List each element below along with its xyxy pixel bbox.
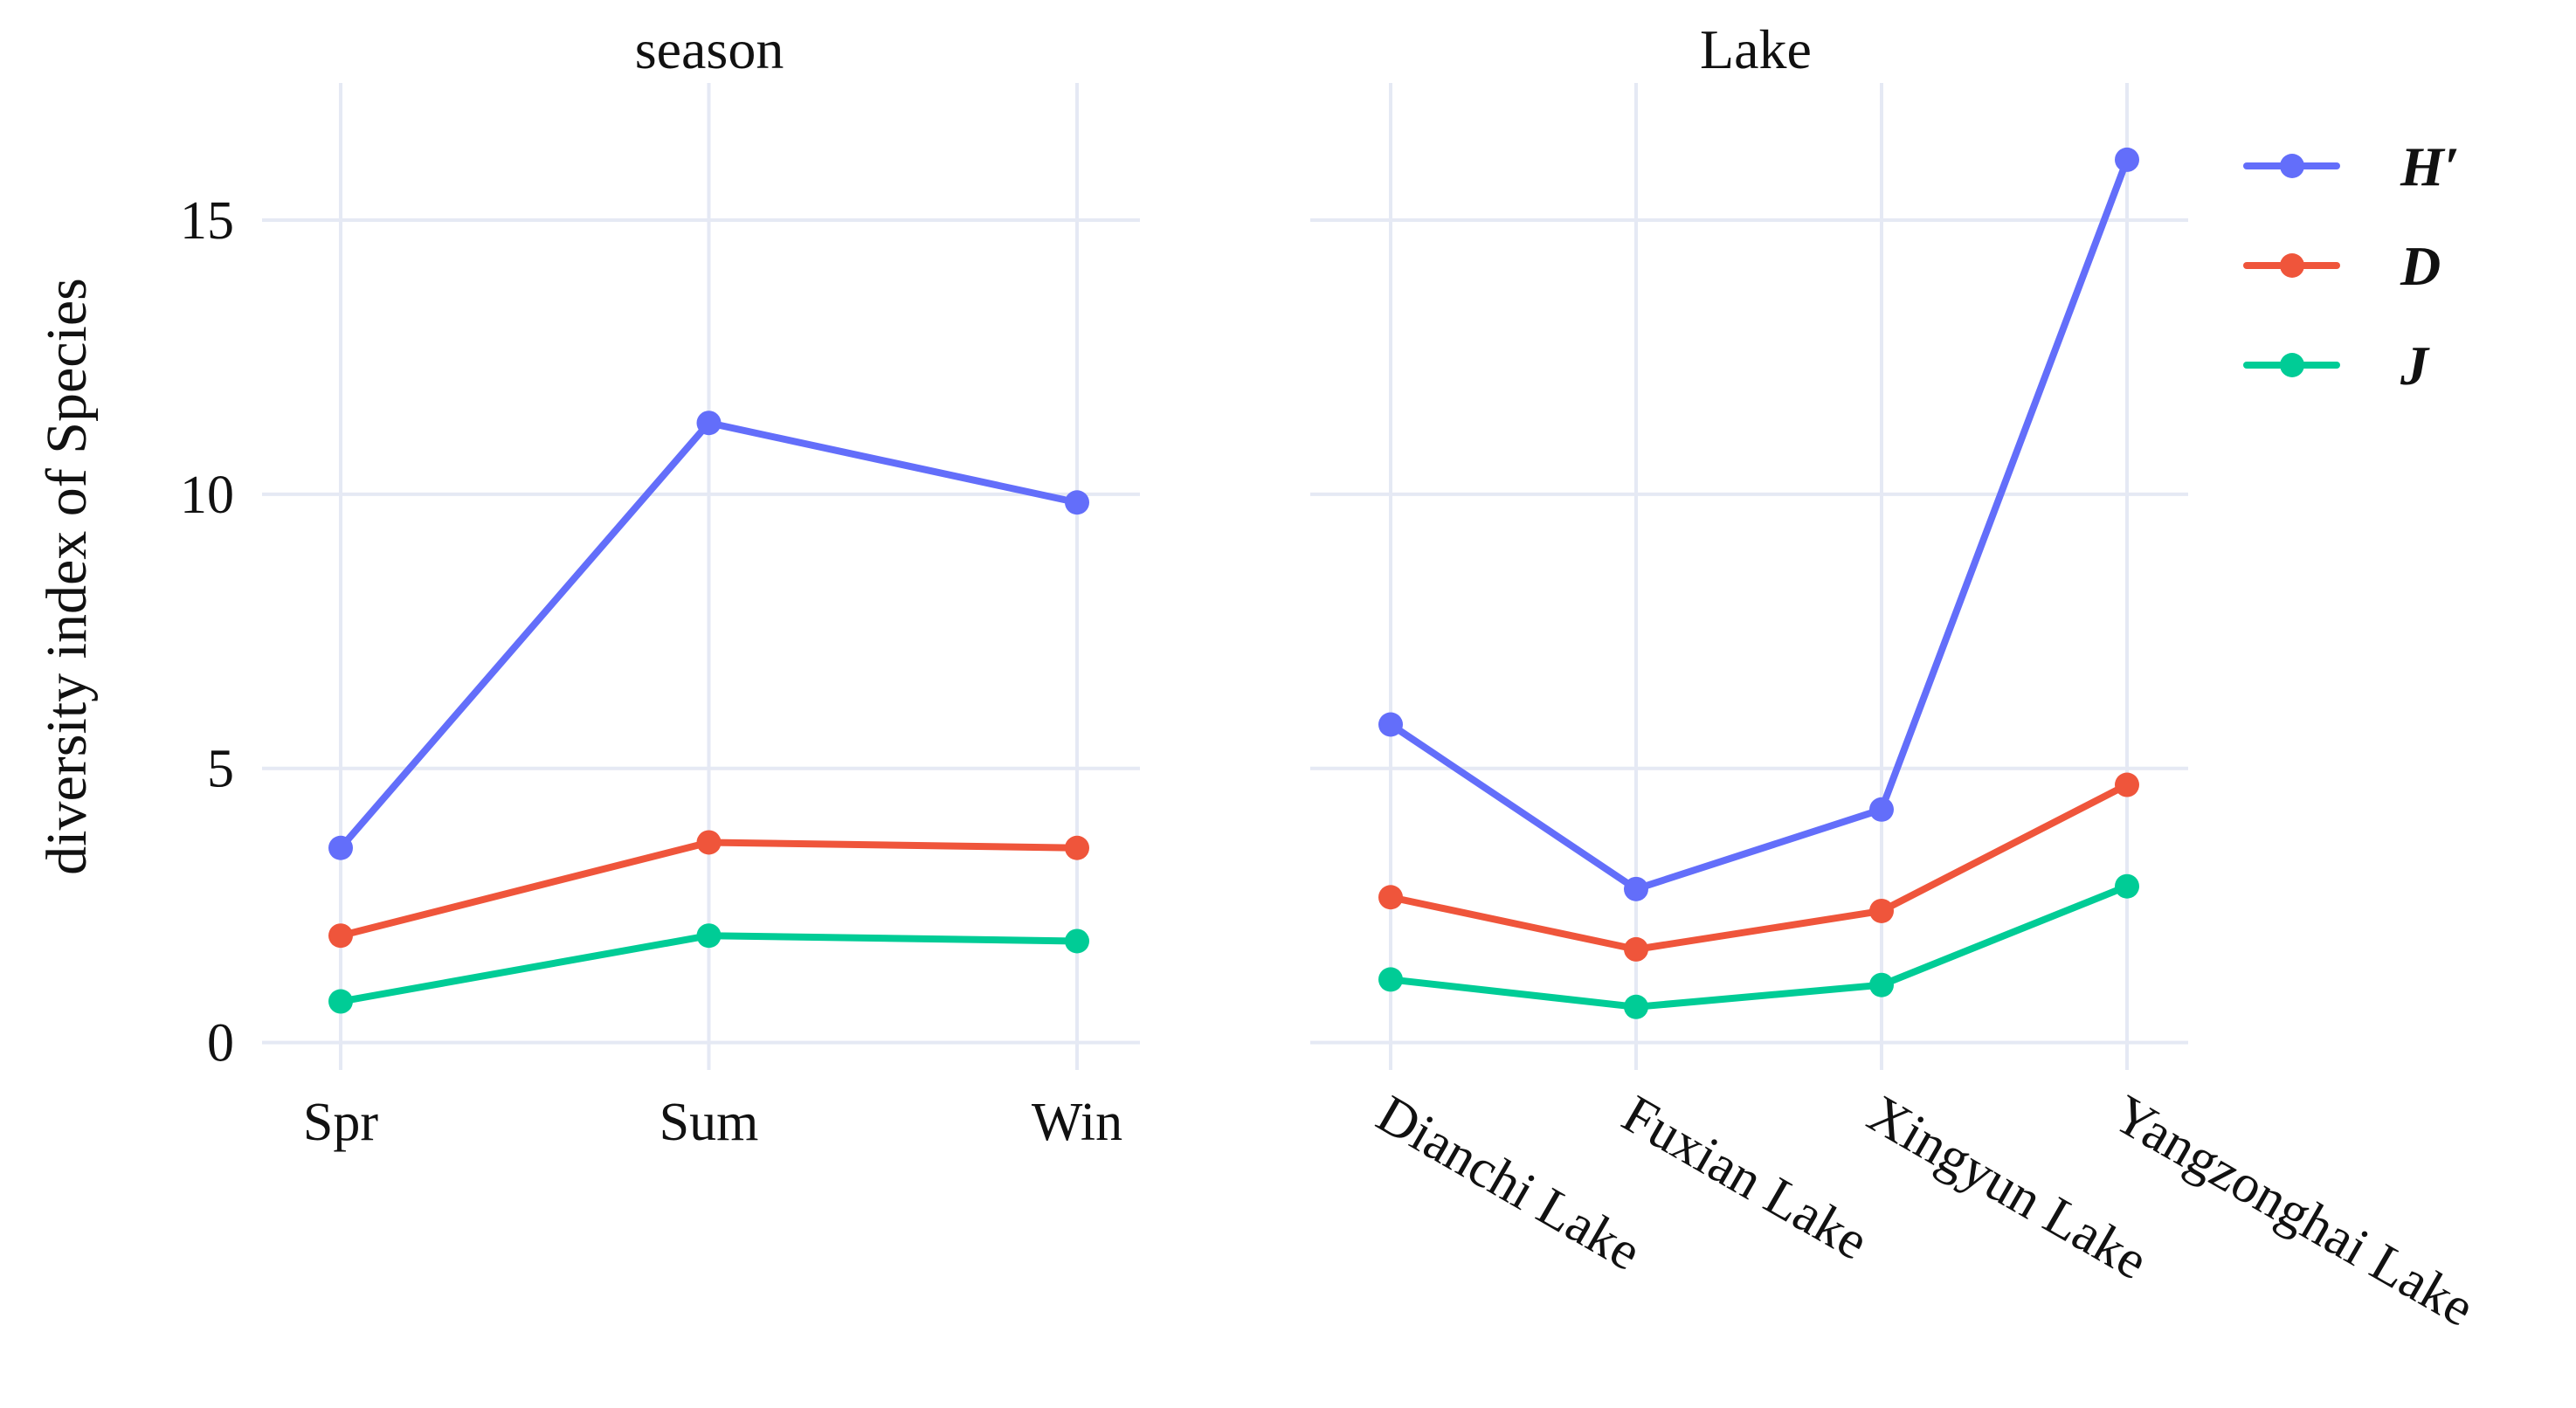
data-point — [1378, 885, 1403, 910]
data-point — [1869, 898, 1894, 923]
y-tick-label: 5 — [207, 740, 234, 799]
data-point — [696, 830, 722, 855]
data-point — [1869, 972, 1894, 997]
y-tick-label: 15 — [180, 191, 234, 251]
data-point — [1624, 876, 1648, 901]
data-point — [1624, 994, 1648, 1019]
data-point — [1378, 967, 1403, 992]
x-tick-label: Spr — [303, 1093, 378, 1152]
data-point — [1378, 712, 1403, 737]
panel-title: Lake — [1700, 18, 1812, 80]
panel-title: season — [635, 18, 784, 80]
data-point — [2115, 772, 2139, 797]
data-point — [1065, 490, 1089, 515]
data-point — [1624, 936, 1648, 962]
data-point — [696, 923, 722, 949]
data-point — [1065, 835, 1089, 860]
legend-label: D — [2400, 235, 2441, 297]
legend-label: H′ — [2400, 135, 2460, 197]
series-line-J — [1387, 882, 2131, 1011]
x-tick-label: Yangzonghai Lake — [2103, 1084, 2484, 1338]
y-tick-label: 10 — [180, 466, 234, 525]
data-point — [696, 411, 722, 436]
x-tick-label: Dianchi Lake — [1367, 1084, 1651, 1282]
data-point — [2115, 147, 2139, 172]
y-axis-title: diversity index of Species — [35, 278, 99, 875]
x-tick-label: Xingyun Lake — [1858, 1084, 2158, 1291]
data-point — [2115, 873, 2139, 899]
data-point — [328, 923, 353, 949]
series-line-H′ — [1387, 155, 2131, 893]
legend-marker — [2280, 353, 2304, 377]
data-point — [328, 989, 353, 1014]
data-point — [1065, 928, 1089, 954]
x-tick-label: Sum — [660, 1093, 759, 1152]
x-tick-label: Fuxian Lake — [1613, 1084, 1878, 1272]
data-point — [1869, 797, 1894, 822]
data-point — [328, 835, 353, 860]
legend-label: J — [2400, 335, 2430, 397]
legend-marker — [2280, 154, 2304, 178]
legend-marker — [2280, 253, 2304, 278]
series-line-D — [1387, 781, 2131, 953]
x-tick-label: Win — [1032, 1093, 1122, 1152]
y-tick-label: 0 — [207, 1014, 234, 1073]
